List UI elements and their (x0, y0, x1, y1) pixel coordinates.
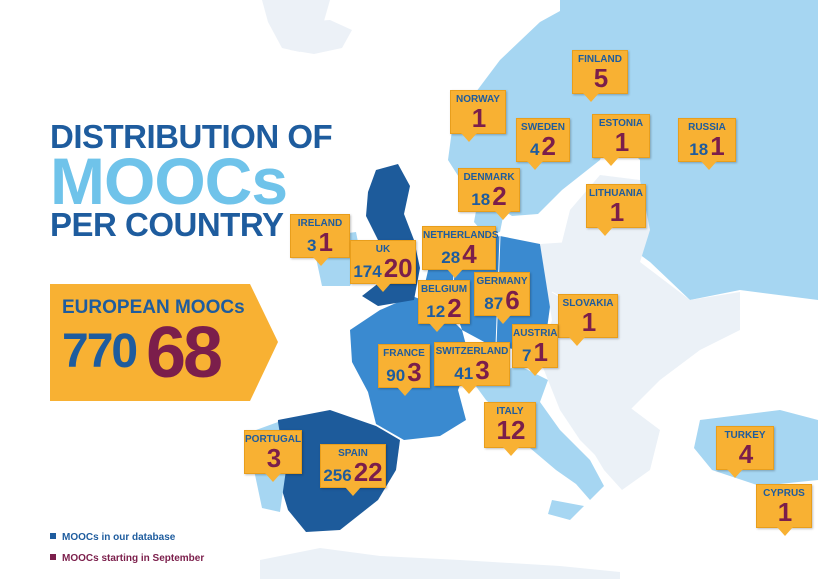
callout-italy: ITALY 12 (484, 402, 536, 456)
legend-database: MOOCs in our database (50, 532, 175, 543)
september-count: 20 (383, 253, 413, 283)
database-count: 12 (426, 302, 446, 321)
database-count: 28 (441, 248, 461, 267)
database-count: 18 (471, 190, 491, 209)
september-count: 5 (593, 63, 609, 93)
callout-norway: NORWAY 1 (450, 90, 506, 142)
country-name: FRANCE (383, 348, 425, 359)
callout-estonia: ESTONIA 1 (592, 114, 650, 166)
september-count: 12 (496, 415, 526, 445)
database-count: 90 (386, 366, 406, 385)
title-line-2: MOOCs (50, 144, 288, 218)
legend-square-maroon (50, 554, 56, 560)
legend-september-label: MOOCs starting in September (62, 553, 205, 564)
country-name: GERMANY (476, 276, 528, 287)
country-name: NETHERLANDS (423, 230, 499, 241)
callout-sweden: SWEDEN 42 (516, 118, 570, 170)
callout-portugal: PORTUGAL 3 (244, 430, 302, 482)
country-name: FINLAND (578, 54, 622, 65)
callout-germany: GERMANY 876 (474, 272, 530, 324)
country-name: PORTUGAL (245, 434, 302, 445)
callout-russia: RUSSIA 181 (678, 118, 736, 170)
callout-austria: AUSTRIA 71 (512, 324, 558, 376)
title-line-1: DISTRIBUTION OF (50, 118, 333, 155)
database-count: 87 (484, 294, 504, 313)
september-count: 1 (471, 103, 487, 133)
country-name: LITHUANIA (589, 188, 643, 199)
country-name: BELGIUM (420, 284, 468, 295)
september-count: 3 (266, 443, 282, 473)
september-count: 1 (581, 307, 597, 337)
iceland-shape (280, 20, 352, 54)
sicily-shape (548, 500, 584, 520)
country-name: SLOVAKIA (562, 298, 614, 309)
september-count: 2 (541, 131, 556, 161)
september-count: 6 (505, 285, 520, 315)
callout-cyprus: CYPRUS 1 (756, 484, 812, 536)
callout-slovakia: SLOVAKIA 1 (558, 294, 618, 346)
database-count: 18 (689, 140, 709, 159)
callout-belgium: BELGIUM 122 (418, 280, 470, 332)
september-count: 1 (609, 197, 625, 227)
september-count: 1 (777, 497, 793, 527)
database-count: 7 (522, 346, 532, 365)
country-name: TURKEY (724, 430, 766, 441)
country-name: SWITZERLAND (435, 346, 509, 357)
country-name: SWEDEN (521, 122, 565, 133)
september-count: 1 (318, 227, 333, 257)
database-count: 3 (307, 236, 317, 255)
database-count: 174 (353, 262, 382, 281)
legend-database-label: MOOCs in our database (62, 532, 176, 543)
callout-spain: SPAIN 25622 (320, 444, 386, 496)
legend-september: MOOCs starting in September (50, 553, 204, 564)
callout-finland: FINLAND 5 (572, 50, 628, 102)
september-count: 22 (353, 457, 383, 487)
callout-turkey: TURKEY 4 (716, 426, 774, 478)
country-name: DENMARK (463, 172, 515, 183)
country-name: NORWAY (456, 94, 500, 105)
callout-lithuania: LITHUANIA 1 (586, 184, 646, 236)
september-count: 1 (614, 127, 630, 157)
country-name: IRELAND (297, 218, 343, 229)
country-name: ESTONIA (598, 118, 644, 129)
callout-uk: UK 17420 (350, 240, 416, 292)
country-name: SPAIN (338, 448, 368, 459)
total-in-database: 770 (62, 325, 138, 378)
total-label: EUROPEAN MOOCs (62, 297, 245, 318)
callout-denmark: DENMARK 182 (458, 168, 520, 220)
callout-ireland: IRELAND 31 (290, 214, 350, 266)
september-count: 4 (462, 239, 477, 269)
north-africa-shape (260, 548, 620, 579)
balkans-shape (560, 380, 660, 490)
country-name: RUSSIA (688, 122, 726, 133)
callout-switzerland: SWITZERLAND 413 (434, 342, 510, 394)
total-starting-september: 68 (146, 313, 223, 393)
september-count: 3 (475, 355, 490, 385)
september-count: 3 (407, 357, 422, 387)
september-count: 2 (447, 293, 462, 323)
september-count: 2 (492, 181, 507, 211)
september-count: 4 (738, 439, 754, 469)
title-line-3: PER COUNTRY (50, 206, 284, 243)
european-total-box: EUROPEAN MOOCs 770 68 (50, 284, 278, 401)
total-arrow-shape (50, 284, 278, 401)
callout-france: FRANCE 903 (378, 344, 430, 396)
database-count: 4 (530, 140, 540, 159)
country-name: ITALY (496, 406, 524, 417)
database-count: 41 (454, 364, 474, 383)
legend-square-blue (50, 533, 56, 539)
callout-netherlands: NETHERLANDS 284 (422, 226, 499, 278)
country-name: AUSTRIA (513, 328, 558, 339)
italy-shape (470, 366, 604, 500)
september-count: 1 (710, 131, 725, 161)
country-name: CYPRUS (763, 488, 805, 499)
september-count: 1 (533, 337, 548, 367)
country-name: UK (375, 244, 391, 255)
database-count: 256 (323, 466, 352, 485)
